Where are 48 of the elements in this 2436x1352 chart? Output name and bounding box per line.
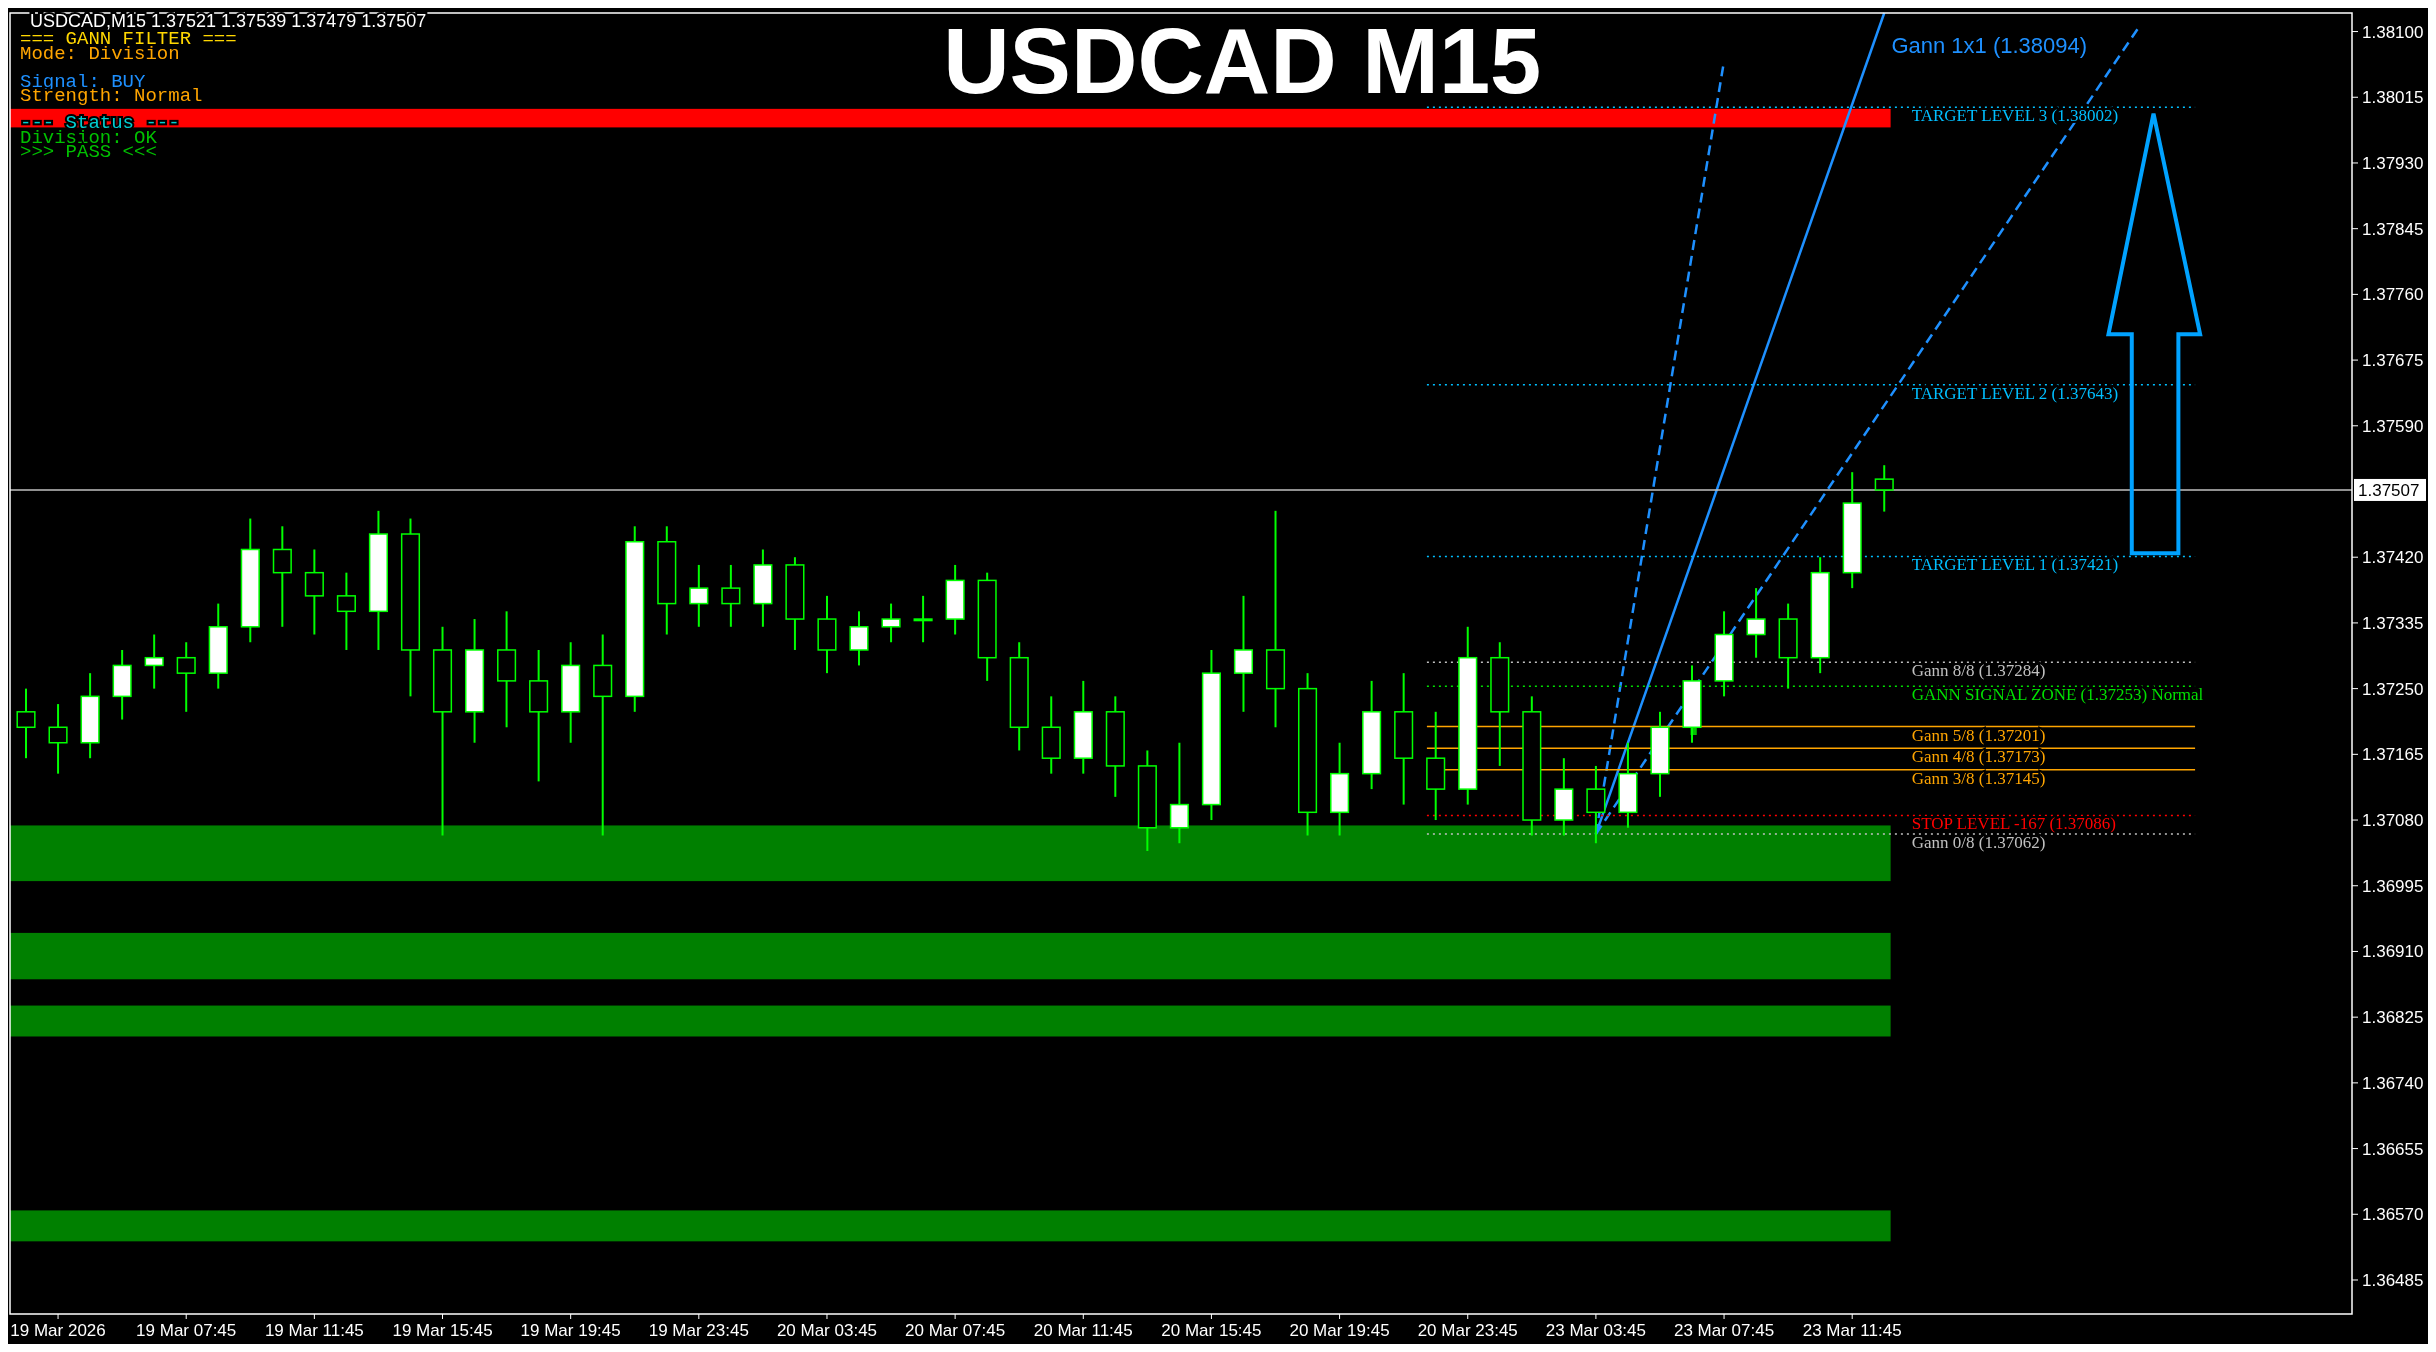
y-tick-label: 1.37590 [2362, 416, 2424, 436]
y-tick-label: 1.36995 [2362, 876, 2424, 896]
ref-line-label: TARGET LEVEL 1 (1.37421) [1911, 555, 2119, 575]
y-tick-label: 1.37335 [2362, 613, 2424, 633]
x-tick-label: 23 Mar 03:45 [1545, 1321, 1646, 1340]
ref-line-label: Gann 8/8 (1.37284) [1911, 661, 2046, 681]
y-tick-label: 1.36570 [2362, 1205, 2424, 1225]
ref-line-label: STOP LEVEL -167 (1.37086) [1911, 814, 2117, 834]
y-tick-label: 1.37845 [2362, 219, 2424, 239]
y-tick-label: 1.37250 [2362, 679, 2424, 699]
x-tick-label: 19 Mar 19:45 [520, 1321, 621, 1340]
x-tick-label: 19 Mar 2026 [10, 1321, 106, 1340]
y-tick-label: 1.36740 [2362, 1073, 2424, 1093]
annotation: USDCAD,M15 1.37521 1.37539 1.37479 1.37507 [30, 11, 427, 31]
ref-line-label: TARGET LEVEL 3 (1.38002) [1911, 106, 2119, 126]
y-tick-label: 1.37165 [2362, 745, 2424, 765]
x-tick-label: 20 Mar 19:45 [1289, 1321, 1390, 1340]
y-tick-label: 1.36910 [2362, 942, 2424, 962]
x-tick-label: 20 Mar 03:45 [776, 1321, 878, 1340]
y-tick-label: 1.36485 [2362, 1270, 2424, 1290]
chart-title: USDCAD M15 [943, 10, 1542, 112]
ref-line-label: Gann 5/8 (1.37201) [1911, 725, 2046, 745]
ref-line-label: Gann 3/8 (1.37145) [1911, 768, 2046, 788]
ref-line-label: 1.37507 [2358, 480, 2420, 500]
x-tick-label: 20 Mar 15:45 [1161, 1321, 1262, 1340]
x-tick-label: 19 Mar 11:45 [264, 1321, 364, 1340]
x-tick-label: 20 Mar 07:45 [905, 1321, 1006, 1340]
y-tick-label: 1.37760 [2362, 285, 2424, 305]
y-tick-label: 1.37080 [2362, 811, 2424, 831]
ref-line-label: GANN SIGNAL ZONE (1.37253) Normal [1911, 685, 2204, 705]
y-tick-label: 1.37675 [2362, 351, 2424, 371]
y-tick-label: 1.36825 [2362, 1008, 2424, 1028]
x-tick-label: 23 Mar 07:45 [1673, 1321, 1775, 1340]
x-tick-label: 19 Mar 15:45 [392, 1321, 493, 1340]
y-tick-label: 1.37420 [2362, 548, 2424, 568]
y-tick-label: 1.37930 [2362, 153, 2424, 173]
y-tick-label: 1.38015 [2362, 88, 2424, 108]
x-tick-label: 19 Mar 23:45 [648, 1321, 749, 1340]
x-tick-label: 19 Mar 07:45 [136, 1321, 237, 1340]
x-tick-label: 23 Mar 11:45 [1802, 1321, 1902, 1340]
y-tick-label: 1.36655 [2362, 1139, 2424, 1159]
ref-line-label: TARGET LEVEL 2 (1.37643) [1911, 383, 2119, 403]
y-tick-label: 1.38100 [2362, 22, 2424, 42]
series-label: Gann 1x1 (1.38094) [1891, 33, 2088, 58]
ref-line-label: Gann 4/8 (1.37173) [1911, 747, 2046, 767]
x-tick-label: 20 Mar 23:45 [1417, 1321, 1518, 1340]
x-tick-label: 20 Mar 11:45 [1033, 1321, 1133, 1340]
ref-line-label: Gann 0/8 (1.37062) [1911, 832, 2046, 852]
